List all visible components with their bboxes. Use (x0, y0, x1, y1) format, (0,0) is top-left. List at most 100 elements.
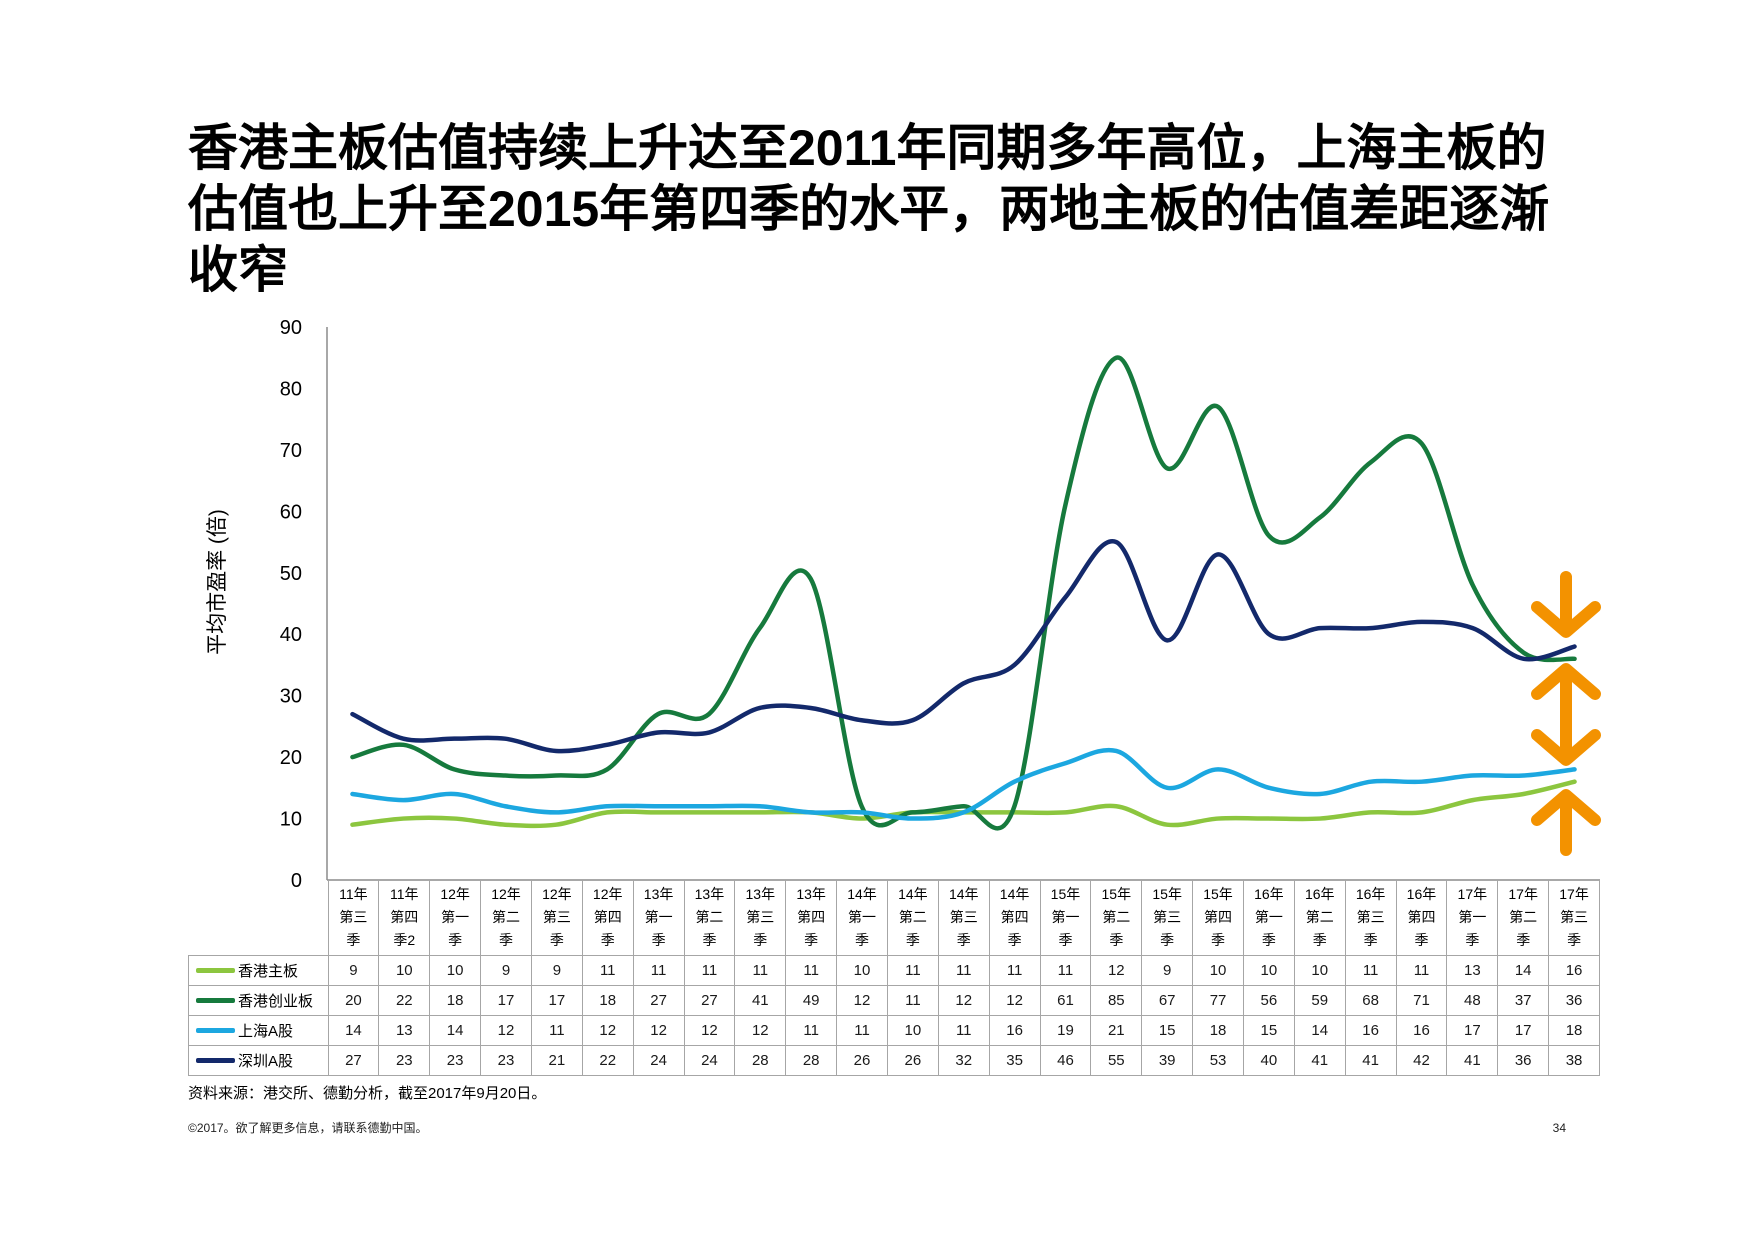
category-cell: 17年第二季 (1497, 880, 1550, 956)
category-cell: 16年第一季 (1242, 880, 1295, 956)
value-cell: 11 (886, 985, 939, 1016)
x-tick-label: 17年第一季 (1457, 886, 1488, 948)
value-cell: 17 (1497, 1015, 1550, 1046)
x-tick-label: 12年第二季 (491, 886, 521, 948)
category-cell: 17年第一季 (1446, 880, 1499, 956)
value-cell: 46 (1039, 1045, 1092, 1076)
table-corner-cell (188, 880, 329, 956)
value-cell: 42 (1395, 1045, 1448, 1076)
series-row: 香港主板 9 10 10 9 9 11 11 11 11 11 10 11 11 11 11 12 9 10 10 10… (188, 955, 1600, 986)
value-cell: 10 (1242, 955, 1295, 986)
category-cell: 11年第三季 (327, 880, 380, 956)
value-cell: 67 (1141, 985, 1194, 1016)
value-cell: 11 (785, 1015, 838, 1046)
y-tick-label: 40 (280, 624, 302, 646)
value-cell: 9 (530, 955, 583, 986)
value-cell: 68 (1344, 985, 1397, 1016)
value-cell: 12 (480, 1015, 532, 1046)
x-tick-label: 16年第二季 (1304, 886, 1335, 948)
value-cell: 13 (378, 1015, 431, 1046)
value-cell: 27 (683, 985, 736, 1016)
value-cell: 11 (785, 955, 838, 986)
value-cell: 16 (1344, 1015, 1397, 1046)
value-cell: 14 (1497, 955, 1550, 986)
value-cell: 55 (1090, 1045, 1143, 1076)
page-number: 34 (1552, 1121, 1566, 1135)
x-tick-label: 13年第四季 (796, 886, 826, 948)
x-tick-label: 13年第一季 (643, 886, 674, 948)
value-cell: 14 (429, 1015, 482, 1046)
value-cell: 17 (480, 985, 532, 1016)
series-line-1 (350, 779, 1577, 829)
y-tick-label: 60 (280, 501, 302, 523)
category-cell: 13年第一季 (632, 880, 685, 956)
x-tick-label: 11年第四季2 (390, 886, 419, 948)
value-cell: 21 (530, 1045, 583, 1076)
x-tick-label: 12年第一季 (440, 886, 470, 948)
x-tick-label: 14年第二季 (898, 886, 928, 948)
x-tick-label: 15年第三季 (1152, 886, 1182, 948)
category-cell: 13年第二季 (683, 880, 736, 956)
value-cell: 56 (1242, 985, 1295, 1016)
value-cell: 23 (429, 1045, 482, 1076)
category-cell: 16年第三季 (1344, 880, 1397, 956)
value-cell: 14 (1293, 1015, 1346, 1046)
footer-copyright: ©2017。欲了解更多信息，请联系德勤中国。 (188, 1121, 428, 1135)
category-cell: 15年第三季 (1141, 880, 1194, 956)
value-cell: 11 (734, 955, 787, 986)
up-arrow-icon (1531, 789, 1601, 856)
value-cell: 17 (1446, 1015, 1499, 1046)
value-cell: 53 (1192, 1045, 1244, 1076)
value-cell: 23 (480, 1045, 532, 1076)
legend-cell: 香港主板 (188, 955, 329, 986)
value-cell: 85 (1090, 985, 1143, 1016)
series-row: 香港创业板 20 22 18 17 17 18 27 27 41 49 12 11 12 12 61 85 67 7… (188, 985, 1600, 1016)
value-cell: 10 (836, 955, 888, 986)
value-cell: 26 (836, 1045, 888, 1076)
legend-cell: 深圳A股 (188, 1045, 329, 1076)
value-cell: 59 (1293, 985, 1346, 1016)
series-lines (350, 355, 1577, 831)
value-cell: 24 (683, 1045, 736, 1076)
value-cell: 27 (632, 985, 685, 1016)
value-cell: 11 (1039, 955, 1092, 986)
category-cell: 12年第四季 (581, 880, 634, 956)
value-cell: 14 (327, 1015, 380, 1046)
y-tick-label: 30 (280, 686, 302, 708)
value-cell: 41 (1293, 1045, 1346, 1076)
series-line-3 (350, 747, 1577, 821)
x-tick-label: 14年第一季 (847, 886, 877, 948)
y-tick-label: 90 (280, 317, 302, 339)
category-cell: 16年第二季 (1293, 880, 1346, 956)
value-cell: 10 (1192, 955, 1244, 986)
value-cell: 16 (988, 1015, 1041, 1046)
category-cell: 15年第二季 (1090, 880, 1143, 956)
series-row: 上海A股 14 13 14 12 11 12 12 12 12 11 11 10 11 16 19 21 15 18… (188, 1015, 1600, 1046)
x-tick-label: 14年第四季 (999, 886, 1030, 948)
category-cell: 13年第四季 (785, 880, 838, 956)
value-cell: 12 (581, 1015, 634, 1046)
value-cell: 11 (632, 955, 685, 986)
value-cell: 11 (988, 955, 1041, 986)
value-cell: 41 (1446, 1045, 1499, 1076)
double-arrow-icon (1531, 663, 1601, 766)
value-cell: 15 (1141, 1015, 1194, 1046)
value-cell: 32 (937, 1045, 990, 1076)
x-tick-label: 11年第三季 (339, 886, 368, 948)
category-cell: 15年第四季 (1192, 880, 1244, 956)
x-tick-label: 12年第三季 (542, 886, 572, 948)
legend-label: 香港创业板 (238, 993, 314, 1010)
category-cell: 12年第三季 (530, 880, 583, 956)
category-cell: 14年第二季 (886, 880, 939, 956)
y-tick-label: 10 (280, 809, 302, 831)
category-cell: 17年第三季 (1548, 880, 1600, 956)
value-cell: 28 (734, 1045, 787, 1076)
value-cell: 18 (429, 985, 482, 1016)
value-cell: 11 (1344, 955, 1397, 986)
value-cell: 9 (327, 955, 380, 986)
value-cell: 26 (886, 1045, 939, 1076)
value-cell: 10 (429, 955, 482, 986)
legend-cell: 上海A股 (188, 1015, 329, 1046)
